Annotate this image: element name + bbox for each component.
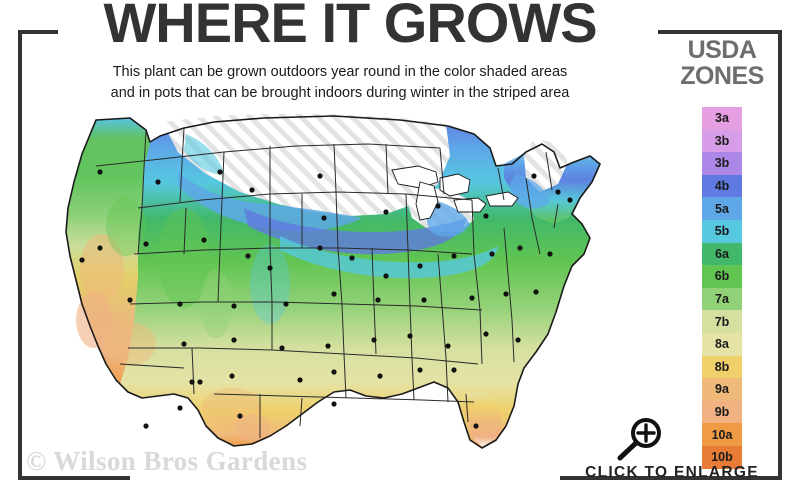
frame-top-left-border (18, 30, 58, 34)
legend-swatch-3b-2: 3b (702, 152, 742, 175)
legend-swatch-9b-13: 9b (702, 400, 742, 424)
frame-top-right-border (658, 30, 782, 34)
legend-swatch-5a-4: 5a (702, 197, 742, 220)
legend-swatch-10b-15: 10b (702, 445, 742, 469)
legend-swatch-10a-14: 10a (702, 423, 742, 446)
legend-swatch-5b-5: 5b (702, 219, 742, 243)
legend-swatch-6a-6: 6a (702, 242, 742, 266)
legend-swatch-8b-11: 8b (702, 355, 742, 379)
legend-swatch-7a-8: 7a (702, 287, 742, 311)
legend-swatch-3a-0: 3a (702, 107, 742, 130)
click-to-enlarge-label[interactable]: CLICK TO ENLARGE (585, 464, 759, 481)
legend-swatch-8a-10: 8a (702, 332, 742, 356)
subtitle-line-1: This plant can be grown outdoors year ro… (112, 64, 568, 80)
legend-heading-line-2: ZONES (680, 61, 764, 90)
legend-swatch-7b-9: 7b (702, 310, 742, 333)
watermark: © Wilson Bros Gardens (26, 446, 308, 476)
legend-swatch-9a-12: 9a (702, 378, 742, 401)
frame-right-border (778, 30, 782, 480)
subtitle: This plant can be grown outdoors year ro… (40, 62, 640, 104)
legend-heading-line-1: USDA (687, 36, 757, 64)
usda-hardiness-map[interactable] (34, 108, 654, 456)
cold-zone-overlay (178, 134, 550, 279)
state-boundaries (95, 127, 559, 438)
frame-bottom-right-border (560, 476, 782, 480)
frame-left-border (18, 30, 22, 480)
magnifier-plus-icon[interactable] (612, 416, 668, 462)
legend-swatch-4b-3: 4b (702, 174, 742, 198)
page-title: WHERE IT GROWS (103, 0, 597, 54)
usda-zone-legend: 3a 3b 3b 4b 5a 5b 6a 6b 7a 7b 8a 8b 9a 9b 10a 10b (702, 107, 742, 469)
subtitle-line-2: and in pots that can be brought indoors … (110, 85, 570, 102)
legend-swatch-3b-1: 3b (702, 129, 742, 153)
frame-bottom-left-border (18, 476, 130, 480)
legend-heading: USDA ZONES (662, 36, 782, 90)
great-lakes (391, 165, 519, 221)
city-dots (79, 169, 573, 429)
national-outline (65, 115, 601, 449)
legend-swatch-6b-7: 6b (702, 265, 742, 288)
